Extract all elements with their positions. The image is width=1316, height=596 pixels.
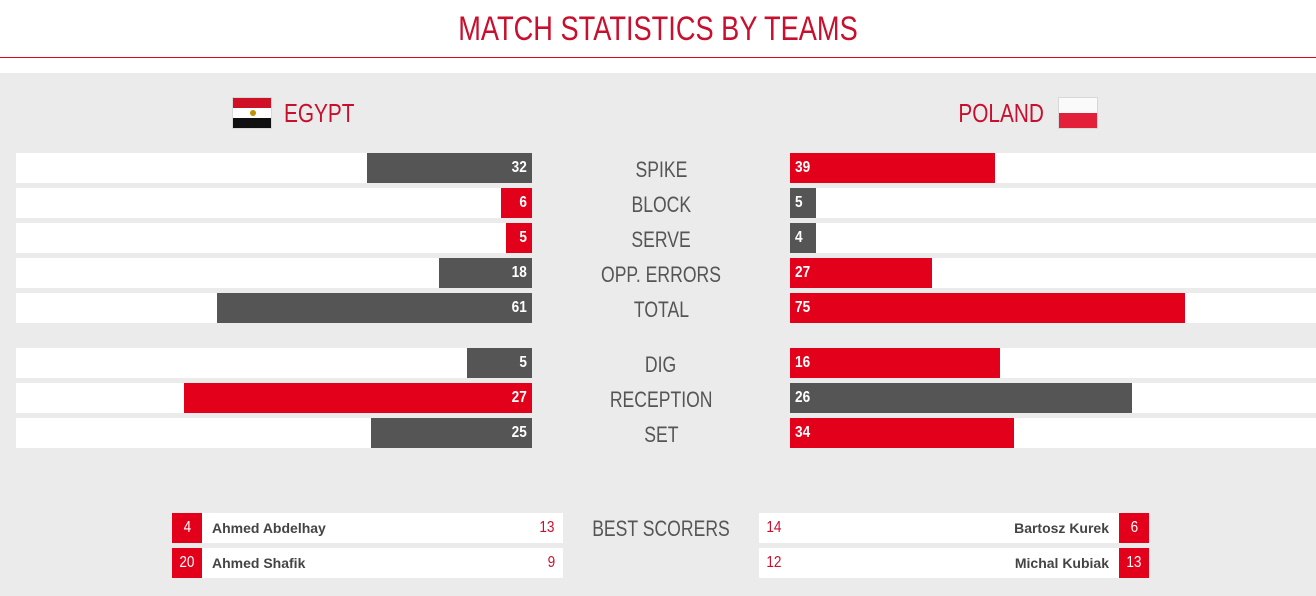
away-bar-track: 16 bbox=[790, 348, 1316, 378]
stat-label: SERVE bbox=[631, 227, 691, 252]
home-value: 5 bbox=[519, 229, 527, 246]
stat-label: TOTAL bbox=[633, 297, 689, 322]
away-scorer-points: 14 bbox=[766, 519, 782, 536]
egypt-flag-icon bbox=[232, 97, 272, 129]
home-value: 61 bbox=[511, 299, 527, 316]
away-bar-track: 75 bbox=[790, 293, 1316, 323]
home-value: 18 bbox=[511, 264, 527, 281]
home-bar-track: 5 bbox=[16, 348, 532, 378]
stat-label: RECEPTION bbox=[609, 387, 713, 412]
away-value: 34 bbox=[795, 424, 811, 441]
home-bar: 5 bbox=[506, 223, 532, 253]
home-bar-track: 25 bbox=[16, 418, 532, 448]
home-scorer-row: 4 Ahmed Abdelhay 13 bbox=[172, 513, 563, 543]
team-home: EGYPT bbox=[232, 97, 372, 129]
away-scorer-row: 14 Bartosz Kurek 6 bbox=[759, 513, 1149, 543]
home-bar: 25 bbox=[371, 418, 532, 448]
away-bar-track: 5 bbox=[790, 188, 1316, 218]
away-bar: 75 bbox=[790, 293, 1185, 323]
away-bar: 16 bbox=[790, 348, 1000, 378]
away-value: 16 bbox=[795, 354, 811, 371]
away-value: 75 bbox=[795, 299, 811, 316]
team-away: POLAND bbox=[937, 97, 1098, 129]
stat-label: SET bbox=[643, 422, 679, 447]
stat-row-reception: 27 RECEPTION 26 bbox=[0, 383, 1316, 413]
page-header: MATCH STATISTICS BY TEAMS bbox=[0, 0, 1316, 58]
away-bar-track: 39 bbox=[790, 153, 1316, 183]
team-away-name: POLAND bbox=[958, 97, 1044, 128]
home-bar-track: 5 bbox=[16, 223, 532, 253]
away-scorer-number: 13 bbox=[1119, 548, 1149, 578]
away-value: 5 bbox=[795, 194, 803, 211]
home-bar: 61 bbox=[217, 293, 532, 323]
home-scorer-points: 13 bbox=[539, 519, 555, 536]
stat-row-spike: 32 SPIKE 39 bbox=[0, 153, 1316, 183]
home-bar-track: 6 bbox=[16, 188, 532, 218]
home-value: 32 bbox=[511, 159, 527, 176]
home-bar-track: 18 bbox=[16, 258, 532, 288]
home-bar: 6 bbox=[501, 188, 532, 218]
home-bar: 32 bbox=[367, 153, 532, 183]
stat-row-set: 25 SET 34 bbox=[0, 418, 1316, 448]
away-bar: 34 bbox=[790, 418, 1014, 448]
home-scorer-number: 4 bbox=[172, 513, 202, 543]
stat-row-block: 6 BLOCK 5 bbox=[0, 188, 1316, 218]
stat-label: SPIKE bbox=[635, 157, 687, 182]
home-bar-track: 61 bbox=[16, 293, 532, 323]
home-scorer-points: 9 bbox=[547, 554, 556, 571]
page-title: MATCH STATISTICS BY TEAMS bbox=[458, 10, 858, 48]
stat-row-dig: 5 DIG 16 bbox=[0, 348, 1316, 378]
team-home-name: EGYPT bbox=[284, 97, 355, 128]
away-value: 4 bbox=[795, 229, 803, 246]
away-bar-track: 26 bbox=[790, 383, 1316, 413]
away-bar-track: 4 bbox=[790, 223, 1316, 253]
away-scorer-name: Bartosz Kurek bbox=[1014, 520, 1109, 536]
stat-label: DIG bbox=[645, 352, 677, 377]
away-bar: 26 bbox=[790, 383, 1132, 413]
away-scorer-points: 12 bbox=[766, 554, 782, 571]
away-bar: 27 bbox=[790, 258, 932, 288]
away-bar: 39 bbox=[790, 153, 995, 183]
away-value: 27 bbox=[795, 264, 811, 281]
away-scorer-number: 6 bbox=[1119, 513, 1149, 543]
stat-row-total: 61 TOTAL 75 bbox=[0, 293, 1316, 323]
home-value: 5 bbox=[519, 354, 527, 371]
home-scorer-name: Ahmed Shafik bbox=[212, 555, 306, 571]
best-scorers-label: BEST SCORERS bbox=[592, 516, 730, 541]
home-bar-track: 32 bbox=[16, 153, 532, 183]
away-bar-track: 27 bbox=[790, 258, 1316, 288]
home-value: 27 bbox=[511, 389, 527, 406]
home-bar: 5 bbox=[467, 348, 532, 378]
home-bar-track: 27 bbox=[16, 383, 532, 413]
away-value: 26 bbox=[795, 389, 811, 406]
home-scorer-row: 20 Ahmed Shafik 9 bbox=[172, 548, 563, 578]
home-scorer-name: Ahmed Abdelhay bbox=[212, 520, 326, 536]
away-value: 39 bbox=[795, 159, 811, 176]
stat-label: OPP. ERRORS bbox=[600, 262, 721, 287]
away-scorer-name: Michal Kubiak bbox=[1014, 555, 1109, 571]
away-bar: 5 bbox=[790, 188, 816, 218]
home-bar: 27 bbox=[184, 383, 532, 413]
away-scorer-row: 12 Michal Kubiak 13 bbox=[759, 548, 1149, 578]
home-bar: 18 bbox=[439, 258, 532, 288]
home-value: 25 bbox=[511, 424, 527, 441]
home-scorer-number: 20 bbox=[172, 548, 202, 578]
away-bar: 4 bbox=[790, 223, 816, 253]
home-value: 6 bbox=[519, 194, 527, 211]
away-bar-track: 34 bbox=[790, 418, 1316, 448]
stat-row-opp-errors: 18 OPP. ERRORS 27 bbox=[0, 258, 1316, 288]
stat-label: BLOCK bbox=[631, 192, 691, 217]
poland-flag-icon bbox=[1058, 97, 1098, 129]
stat-row-serve: 5 SERVE 4 bbox=[0, 223, 1316, 253]
